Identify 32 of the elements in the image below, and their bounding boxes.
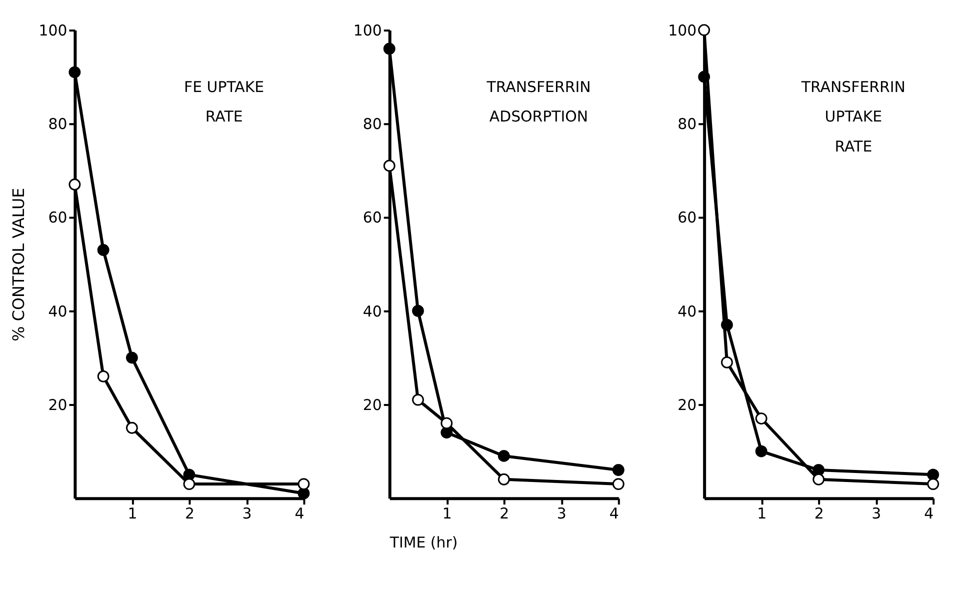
y-tick-label: 20 xyxy=(48,396,68,414)
x-tick-label: 4 xyxy=(609,504,619,522)
text: TRANSFERRIN ADSORPTION xyxy=(486,78,591,126)
text: FE UPTAKE RATE xyxy=(184,78,264,126)
x-tick-label: 2 xyxy=(814,504,824,522)
y-tick-label: 60 xyxy=(678,208,697,227)
y-tick-label: 100 xyxy=(668,22,697,40)
y-tick-label: 80 xyxy=(362,115,382,134)
y-tick-label: 40 xyxy=(48,302,68,320)
x-tick-label: 3 xyxy=(242,504,252,522)
y-tick-label: 40 xyxy=(678,302,697,320)
x-tick-label: 4 xyxy=(924,504,934,522)
y-tick-label: 80 xyxy=(678,115,697,134)
y-tick-label: 80 xyxy=(48,115,68,134)
x-tick-label: 1 xyxy=(442,504,452,522)
y-tick-label: 20 xyxy=(362,396,382,414)
text: TRANSFERRIN UPTAKE RATE xyxy=(800,78,906,156)
y-tick-label: 40 xyxy=(362,302,382,320)
x-tick-label: 2 xyxy=(500,504,510,522)
x-tick-label: 1 xyxy=(757,504,767,522)
y-tick-label: 100 xyxy=(353,22,382,40)
y-tick-label: 60 xyxy=(48,208,68,227)
y-tick-label: 100 xyxy=(38,22,68,40)
x-tick-label: 3 xyxy=(556,504,566,522)
y-axis-title: % CONTROL VALUE xyxy=(8,188,28,342)
x-axis-title: TIME (hr) xyxy=(388,533,458,552)
x-tick-label: 1 xyxy=(128,504,138,522)
x-tick-label: 3 xyxy=(872,504,882,522)
x-tick-label: 2 xyxy=(184,504,194,522)
x-tick-label: 4 xyxy=(294,504,304,522)
y-tick-label: 60 xyxy=(362,208,382,227)
y-tick-label: 20 xyxy=(678,396,697,414)
